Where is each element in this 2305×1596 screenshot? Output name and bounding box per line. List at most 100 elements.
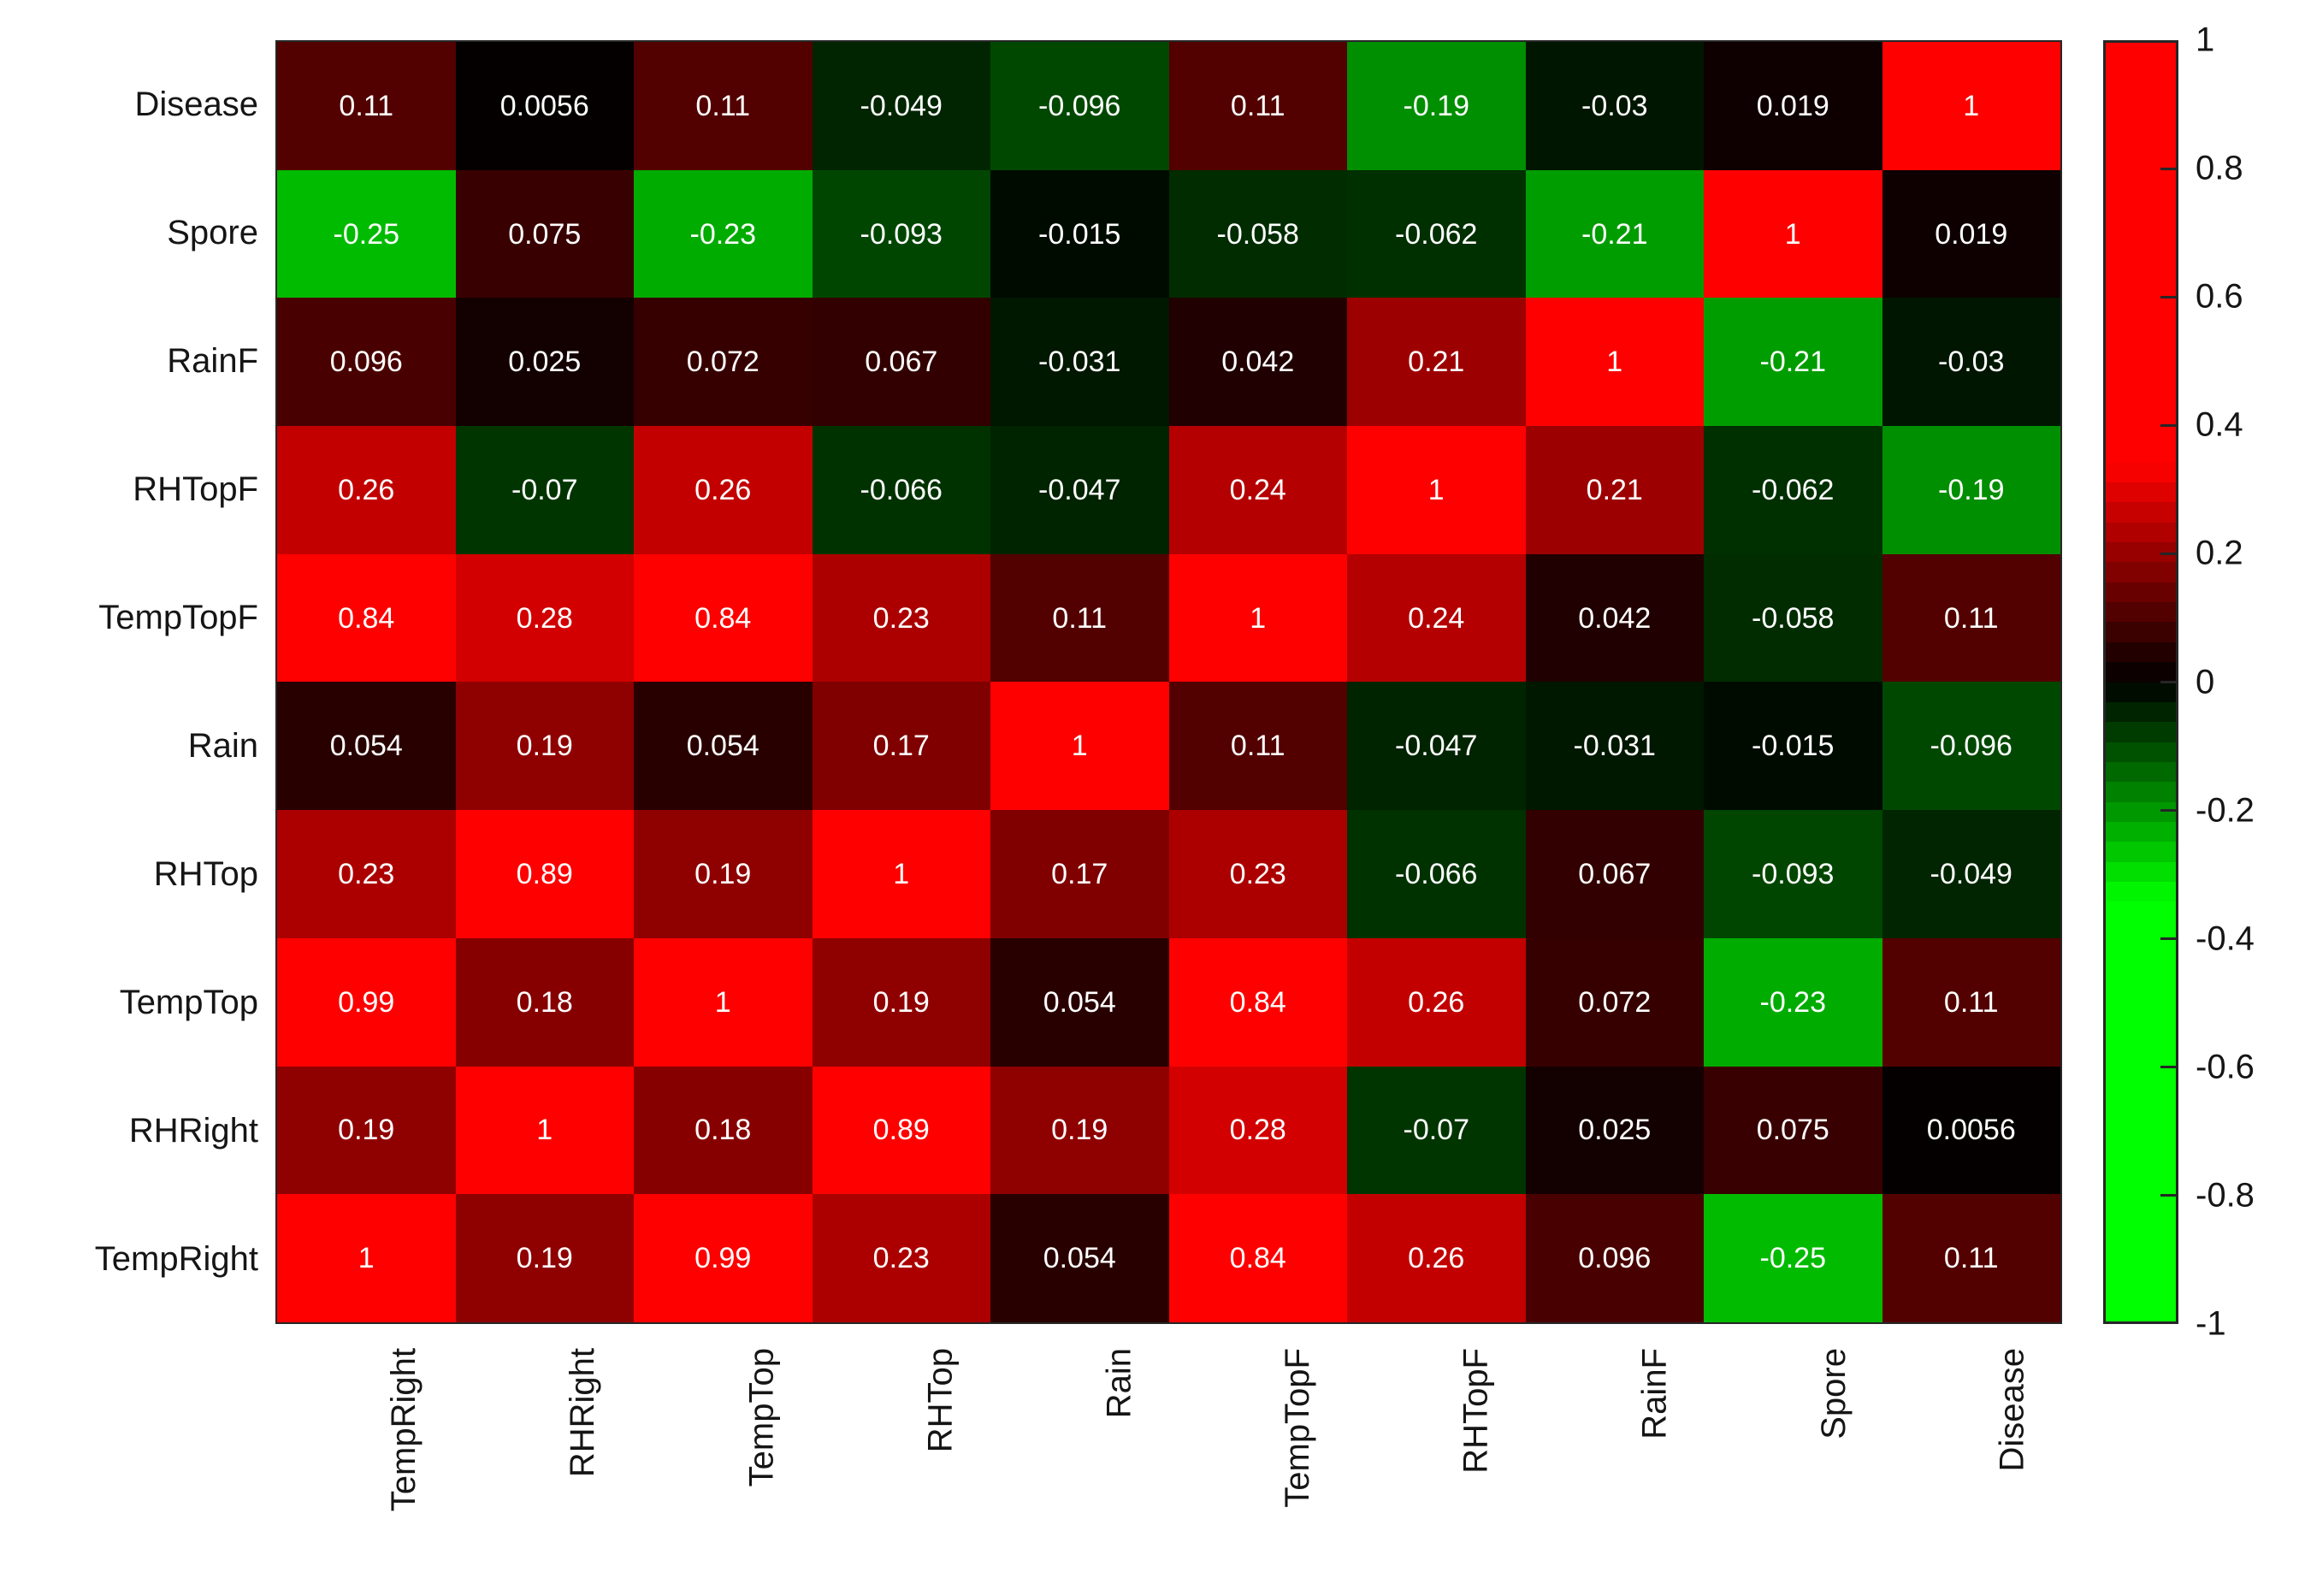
cell-value: -0.093 — [860, 217, 943, 251]
cell-value: -0.21 — [1581, 217, 1648, 251]
heatmap-cell: 1 — [455, 1066, 634, 1195]
heatmap-cell: -0.062 — [1347, 169, 1526, 299]
heatmap-cell: -0.19 — [1882, 426, 2060, 554]
heatmap-cell: 0.89 — [455, 810, 634, 938]
cell-value: 0.072 — [686, 346, 759, 379]
heatmap-cell: 0.054 — [990, 937, 1169, 1067]
colorbar-band — [2106, 801, 2176, 823]
colorbar-band — [2106, 822, 2176, 842]
col-label-slot: TempRight — [275, 1327, 454, 1593]
colorbar-tick — [2160, 423, 2176, 427]
cell-value: 0.19 — [516, 1242, 573, 1275]
colorbar-tick — [2160, 681, 2176, 683]
heatmap-cell: -0.058 — [1168, 169, 1347, 299]
colorbar-band — [2106, 282, 2176, 303]
col-label-slot: TempTop — [633, 1327, 812, 1593]
heatmap-cell: 0.26 — [1347, 937, 1526, 1067]
colorbar-band — [2106, 742, 2176, 762]
colorbar-tick — [2160, 1066, 2176, 1069]
heatmap-cell: -0.049 — [812, 42, 990, 170]
heatmap-cell: -0.093 — [1704, 810, 1882, 938]
heatmap-cell: -0.25 — [277, 169, 456, 299]
colorbar-gradient — [2103, 40, 2178, 1324]
cell-value: 1 — [1427, 473, 1445, 506]
heatmap-cell: -0.21 — [1704, 298, 1882, 427]
heatmap-cell: 0.84 — [1168, 937, 1347, 1067]
heatmap-cell: 0.23 — [812, 1194, 990, 1322]
colorbar-band — [2106, 1301, 2176, 1321]
colorbar: 1 0.8 0.6 0.4 0.2 0 -0.2 -0.4 -0.6 -0.8 -1 — [2103, 21, 2305, 1343]
heatmap-cell: 0.26 — [277, 426, 456, 554]
heatmap-cell: 0.84 — [1168, 1194, 1347, 1322]
heatmap-cell: -0.21 — [1525, 169, 1704, 299]
colorbar-band — [2106, 562, 2176, 582]
heatmap-cell: 0.24 — [1168, 426, 1347, 554]
row-label: RainF — [167, 341, 258, 380]
heatmap-cell: -0.23 — [1704, 937, 1882, 1067]
colorbar-band — [2106, 1081, 2176, 1102]
col-label-slot: Disease — [1883, 1327, 2062, 1593]
cell-value: 1 — [1606, 346, 1623, 379]
cell-value: -0.21 — [1759, 346, 1827, 379]
cell-value: -0.031 — [1038, 346, 1121, 379]
cell-value: 0.28 — [1229, 1114, 1286, 1147]
col-label-slot: RHTop — [812, 1327, 990, 1593]
cell-value: -0.015 — [1038, 217, 1121, 251]
colorbar-band — [2106, 1002, 2176, 1022]
cell-value: -0.058 — [1752, 601, 1835, 635]
cell-value: 0.19 — [694, 858, 752, 891]
heatmap-cell: 0.26 — [634, 426, 813, 554]
cell-value: -0.096 — [1930, 730, 2012, 763]
cell-value: 0.025 — [1578, 1114, 1652, 1147]
cell-value: -0.015 — [1752, 730, 1835, 763]
heatmap-cell: 0.18 — [634, 1066, 813, 1195]
cell-value: 1 — [1784, 217, 1801, 251]
cell-value: 0.11 — [1943, 601, 1999, 635]
cell-value: 0.84 — [694, 601, 752, 635]
y-axis-row-labels: Disease Spore RainF RHTopF TempTopF Rain RHTop… — [0, 40, 258, 1324]
cell-value: 0.18 — [516, 985, 573, 1019]
colorbar-band — [2106, 462, 2176, 482]
cell-value: 1 — [1071, 730, 1088, 763]
cell-value: 0.096 — [329, 346, 403, 379]
colorbar-band — [2106, 202, 2176, 223]
cell-value: 0.17 — [872, 730, 930, 763]
col-label-slot: RHTopF — [1347, 1327, 1526, 1593]
cell-value: -0.062 — [1752, 473, 1835, 506]
heatmap-cell: -0.23 — [634, 169, 813, 299]
heatmap-cell: 0.025 — [455, 298, 634, 427]
cell-value: 0.17 — [1051, 858, 1108, 891]
heatmap-cell: 0.26 — [1347, 1194, 1526, 1322]
heatmap-cell: -0.07 — [1347, 1066, 1526, 1195]
colorbar-band — [2106, 1121, 2176, 1142]
heatmap-cell: 0.23 — [277, 810, 456, 938]
colorbar-band — [2106, 861, 2176, 883]
colorbar-band — [2106, 182, 2176, 203]
col-label: Disease — [1993, 1348, 2031, 1472]
colorbar-tick — [2160, 809, 2176, 813]
cell-value: 0.24 — [1229, 473, 1286, 506]
colorbar-band — [2106, 701, 2176, 723]
colorbar-tick-label: 0.2 — [2196, 534, 2243, 572]
heatmap-cell: 1 — [812, 810, 990, 938]
col-label: RHTop — [921, 1348, 960, 1453]
col-label-slot: Rain — [990, 1327, 1169, 1593]
colorbar-tick-label: -0.4 — [2196, 919, 2255, 958]
col-label: RHRight — [564, 1348, 602, 1478]
cell-value: -0.19 — [1938, 473, 2005, 506]
cell-value: 0.89 — [872, 1114, 930, 1147]
heatmap-cell: 1 — [1882, 42, 2060, 170]
row-label: TempTop — [119, 984, 258, 1022]
heatmap-cell: 0.11 — [1168, 42, 1347, 170]
cell-value: -0.23 — [689, 217, 757, 251]
heatmap-cell: -0.066 — [812, 426, 990, 554]
col-label: TempTop — [742, 1348, 781, 1487]
cell-value: -0.03 — [1938, 346, 2005, 379]
heatmap-cell: 0.0056 — [1882, 1066, 2060, 1195]
cell-value: -0.058 — [1216, 217, 1299, 251]
colorbar-band — [2106, 842, 2176, 862]
heatmap-cell: 0.17 — [990, 810, 1169, 938]
row-label: RHRight — [128, 1112, 258, 1150]
heatmap-cell: 1 — [1525, 298, 1704, 427]
heatmap-cell: -0.047 — [990, 426, 1169, 554]
